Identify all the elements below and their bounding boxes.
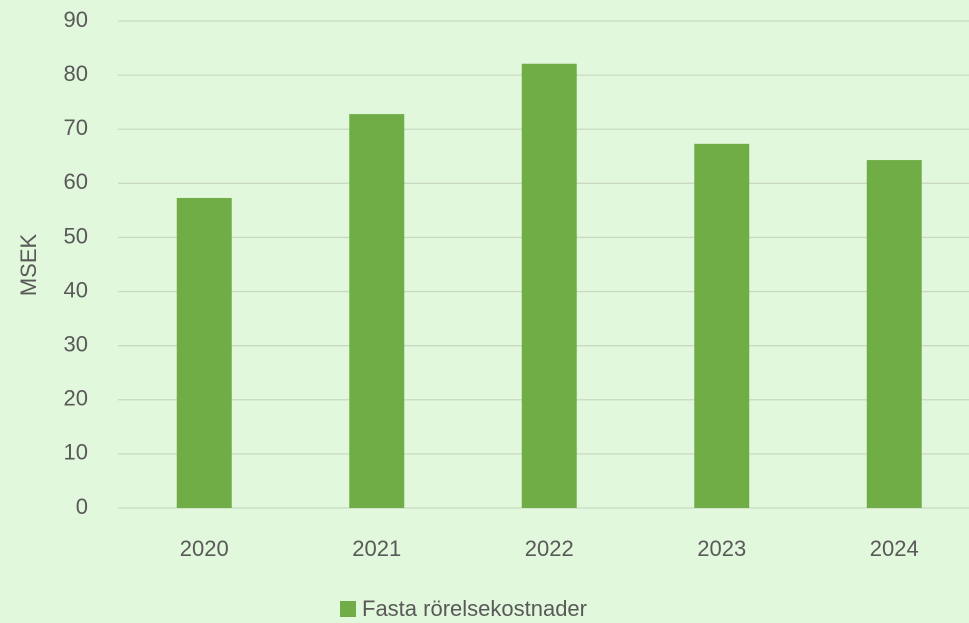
y-tick-label: 60 xyxy=(64,169,88,194)
x-tick-label: 2023 xyxy=(697,536,746,561)
bar xyxy=(694,143,750,509)
bar xyxy=(521,63,577,509)
y-tick-label: 30 xyxy=(64,331,88,356)
bar xyxy=(176,197,232,508)
y-tick-label: 50 xyxy=(64,223,88,248)
y-axis-label: MSEK xyxy=(16,234,41,297)
x-tick-label: 2022 xyxy=(525,536,574,561)
x-tick-label: 2021 xyxy=(352,536,401,561)
bar xyxy=(349,114,405,509)
y-tick-label: 20 xyxy=(64,386,88,411)
x-tick-label: 2020 xyxy=(180,536,229,561)
y-tick-label: 70 xyxy=(64,115,88,140)
x-tick-label: 2024 xyxy=(870,536,919,561)
y-tick-label: 80 xyxy=(64,61,88,86)
y-tick-label: 10 xyxy=(64,440,88,465)
y-tick-label: 90 xyxy=(64,7,88,32)
y-tick-label: 0 xyxy=(76,494,88,519)
bar xyxy=(866,160,922,508)
legend-swatch xyxy=(340,601,356,617)
y-tick-label: 40 xyxy=(64,277,88,302)
legend-label: Fasta rörelsekostnader xyxy=(362,596,587,621)
